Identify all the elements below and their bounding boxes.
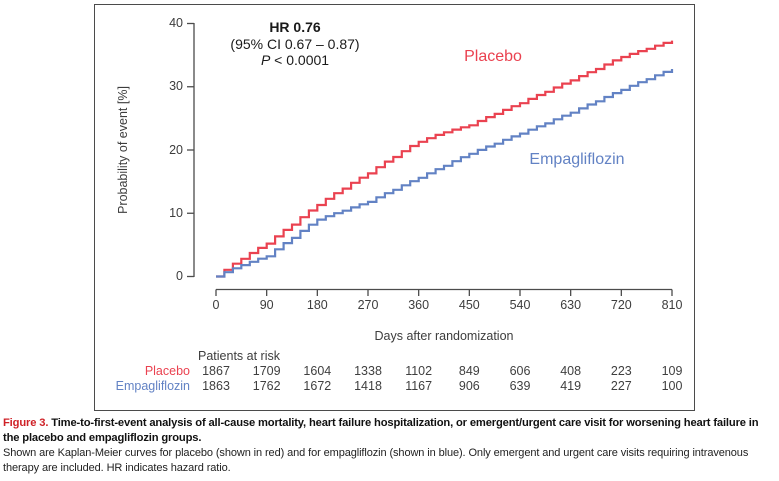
y-axis-title: Probability of event [%] bbox=[116, 86, 130, 214]
risk-count: 223 bbox=[610, 364, 632, 378]
x-tick-label: 270 bbox=[357, 298, 379, 312]
x-tick-label: 720 bbox=[610, 298, 632, 312]
placebo-curve-label: Placebo bbox=[464, 48, 522, 65]
risk-count: 606 bbox=[509, 364, 531, 378]
hr-value: HR 0.76 bbox=[269, 19, 321, 35]
caption-title-text: Time-to-first-event analysis of all-caus… bbox=[3, 417, 759, 444]
y-tick-label: 30 bbox=[169, 79, 183, 94]
hr-annotation: HR 0.76 (95% CI 0.67 – 0.87) P < 0.0001 bbox=[170, 19, 420, 69]
y-tick-label: 0 bbox=[176, 269, 183, 283]
risk-count: 1418 bbox=[354, 379, 382, 393]
y-tick-label: 10 bbox=[169, 205, 183, 220]
risk-count: 1604 bbox=[303, 364, 332, 378]
caption-body: Shown are Kaplan-Meier curves for placeb… bbox=[3, 447, 749, 474]
x-tick-label: 90 bbox=[259, 298, 274, 312]
figure-number-label: Figure 3. bbox=[3, 417, 49, 429]
patients-at-risk-title: Patients at risk bbox=[198, 349, 280, 363]
figure-caption: Figure 3. Time-to-first-event analysis o… bbox=[3, 416, 776, 475]
x-tick-label: 810 bbox=[661, 298, 683, 312]
x-tick-label: 180 bbox=[306, 298, 328, 312]
y-tick-label: 20 bbox=[169, 142, 183, 157]
km-curve-empagliflozin bbox=[216, 69, 674, 278]
risk-count: 109 bbox=[661, 364, 683, 378]
risk-row-label-empagliflozin: Empagliflozin bbox=[115, 379, 190, 393]
risk-count: 1762 bbox=[252, 379, 281, 393]
risk-count: 1102 bbox=[405, 364, 433, 378]
x-tick-label: 0 bbox=[212, 298, 220, 312]
x-tick-label: 540 bbox=[509, 298, 531, 312]
p-symbol: P bbox=[260, 52, 271, 68]
x-tick-label: 630 bbox=[560, 298, 582, 312]
risk-count: 100 bbox=[661, 379, 683, 393]
risk-row-label-placebo: Placebo bbox=[144, 364, 190, 378]
risk-count: 1338 bbox=[354, 364, 382, 378]
x-axis-title: Days after randomization bbox=[374, 329, 514, 343]
risk-count: 227 bbox=[610, 379, 632, 393]
km-curve-placebo bbox=[216, 40, 674, 278]
risk-count: 1709 bbox=[252, 364, 281, 378]
risk-count: 1863 bbox=[202, 379, 230, 393]
empagliflozin-curve-label: Empagliflozin bbox=[529, 151, 625, 168]
risk-count: 906 bbox=[458, 379, 480, 393]
risk-count: 849 bbox=[458, 364, 480, 378]
y-tick-label: 40 bbox=[169, 16, 183, 30]
risk-count: 639 bbox=[509, 379, 531, 393]
x-tick-label: 360 bbox=[408, 298, 430, 312]
risk-count: 419 bbox=[560, 379, 582, 393]
risk-count: 1167 bbox=[405, 379, 433, 393]
risk-count: 1672 bbox=[303, 379, 332, 393]
risk-count: 408 bbox=[560, 364, 582, 378]
caption-title: Figure 3. Time-to-first-event analysis o… bbox=[3, 416, 776, 445]
ci-value: (95% CI 0.67 – 0.87) bbox=[230, 35, 360, 52]
x-tick-label: 450 bbox=[458, 298, 480, 312]
p-rest: < 0.0001 bbox=[270, 52, 330, 68]
p-value: P < 0.0001 bbox=[170, 52, 420, 69]
risk-count: 1867 bbox=[202, 364, 230, 378]
